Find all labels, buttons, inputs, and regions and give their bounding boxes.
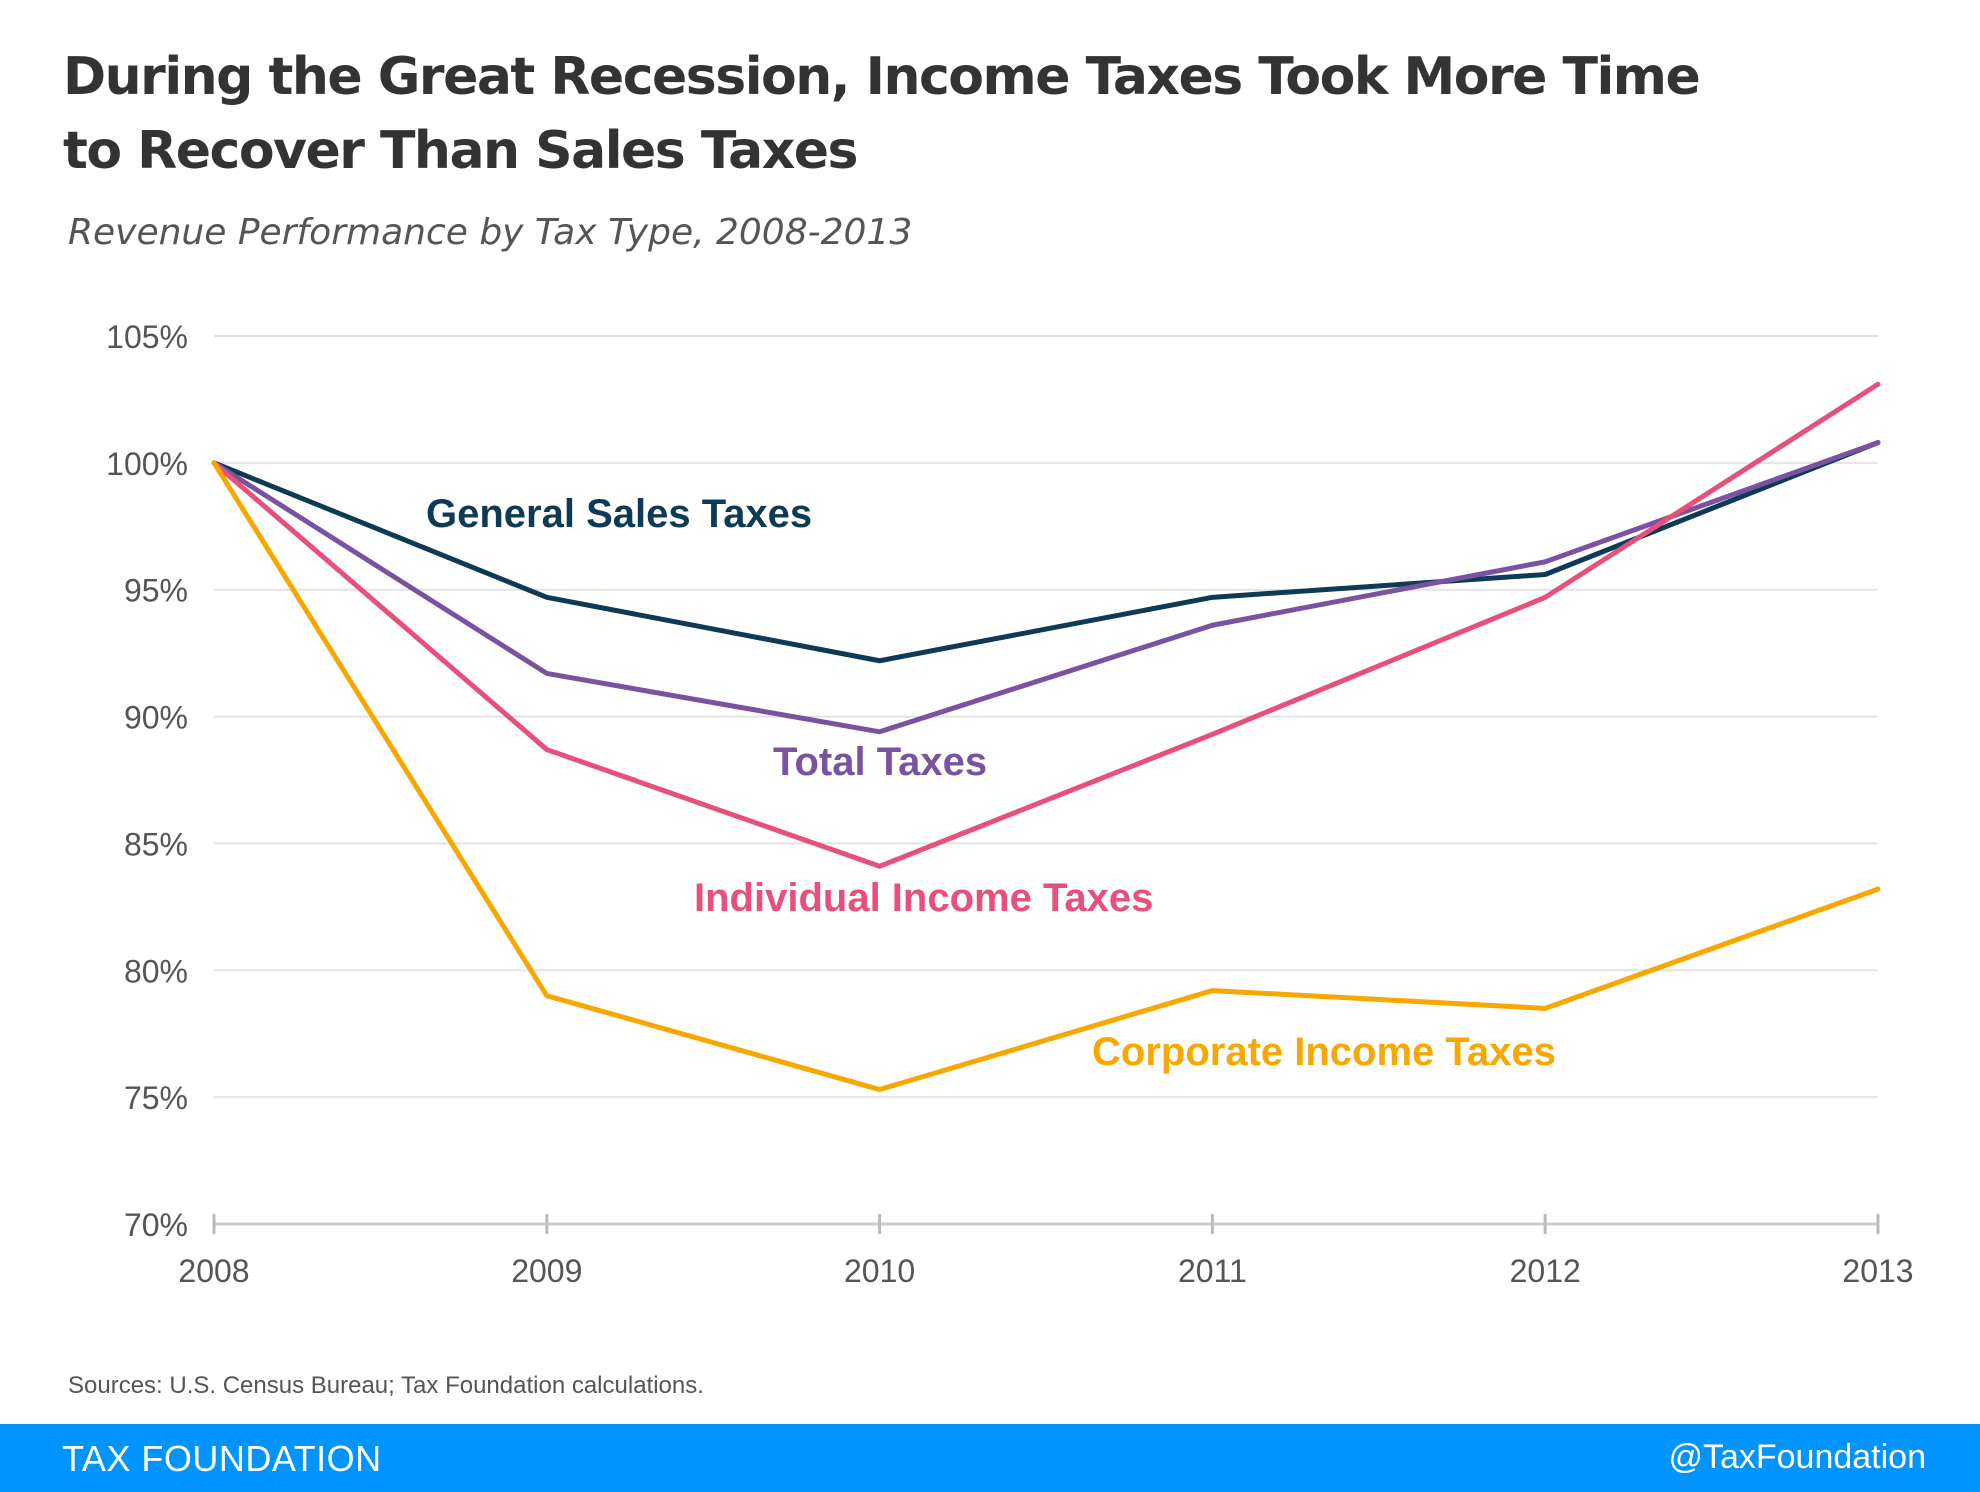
series-line-corporate-income-taxes: [211, 460, 1881, 1093]
y-tick-label: 80%: [124, 953, 188, 989]
x-tick-label: 2013: [1842, 1253, 1913, 1289]
y-tick-label: 70%: [124, 1207, 188, 1243]
source-note: Sources: U.S. Census Bureau; Tax Foundat…: [68, 1372, 704, 1399]
series-label-general-sales-taxes: General Sales Taxes: [426, 492, 812, 536]
y-tick-label: 105%: [106, 319, 188, 355]
x-tick-label: 2011: [1178, 1253, 1247, 1289]
chart-subtitle: Revenue Performance by Tax Type, 2008-20…: [68, 212, 913, 253]
title-line-1: During the Great Recession, Income Taxes…: [63, 47, 1701, 107]
y-tick-label: 85%: [124, 826, 188, 862]
series-line-individual-income-taxes: [211, 381, 1881, 869]
series-label-individual-income-taxes: Individual Income Taxes: [694, 876, 1153, 920]
line-chart: 105% 100% 95% 90% 85% 80% 75% 70% 2008 2009 2010 20…: [106, 319, 1913, 1289]
x-tick-label: 2010: [844, 1253, 915, 1289]
y-tick-label: 90%: [124, 700, 188, 736]
y-tick-label: 95%: [124, 573, 188, 609]
y-tick-label: 100%: [106, 446, 188, 482]
series-line-total-taxes: [211, 440, 1881, 735]
footer-brand: TAX FOUNDATION: [62, 1438, 382, 1479]
chart-title: During the Great Recession, Income Taxes…: [63, 40, 1863, 188]
series-line-general-sales-taxes: [211, 440, 1881, 664]
footer-bar: TAX FOUNDATION @TaxFoundation: [0, 1424, 1980, 1492]
x-tick-label: 2009: [511, 1253, 582, 1289]
title-line-2: to Recover Than Sales Taxes: [63, 121, 858, 181]
series-label-corporate-income-taxes: Corporate Income Taxes: [1092, 1030, 1556, 1074]
y-tick-label: 75%: [124, 1080, 188, 1116]
footer-handle: @TaxFoundation: [1668, 1438, 1926, 1476]
series-label-total-taxes: Total Taxes: [773, 740, 987, 784]
x-tick-label: 2008: [178, 1253, 249, 1289]
x-tick-label: 2012: [1510, 1253, 1581, 1289]
